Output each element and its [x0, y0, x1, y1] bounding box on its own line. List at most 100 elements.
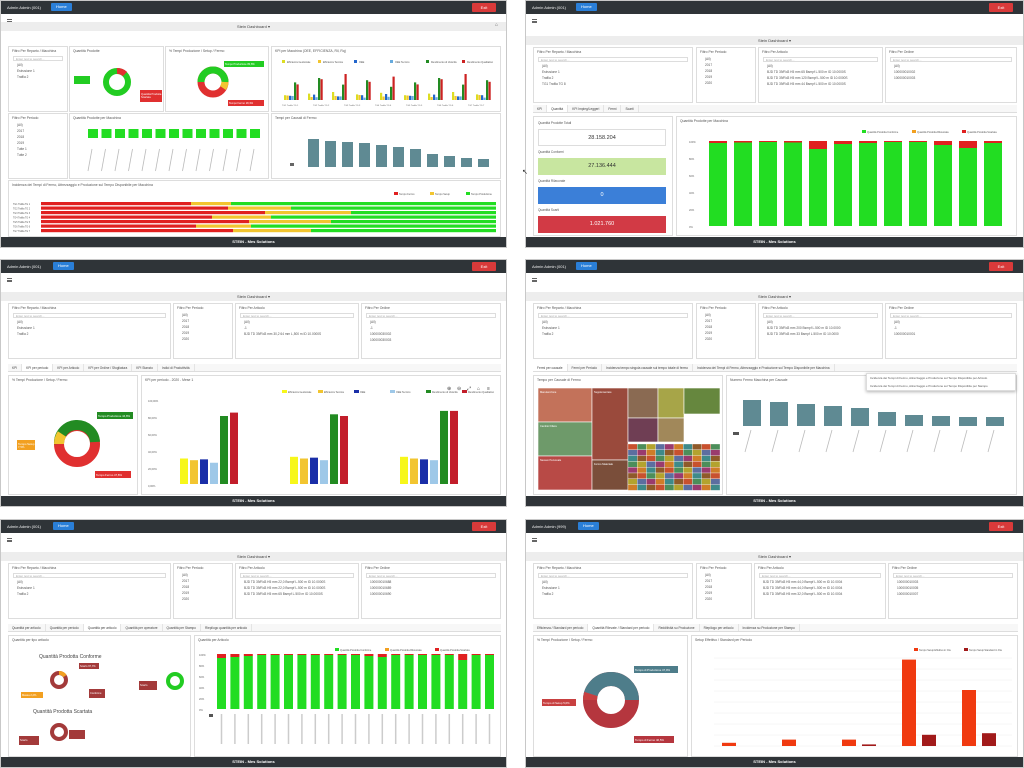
search-input[interactable]: Enter text to search... [763, 57, 878, 62]
menu-icon[interactable] [532, 278, 537, 282]
tab-efficienza[interactable]: Efficienza / Standard per periodo [533, 624, 589, 631]
year-item[interactable]: 2019 [182, 591, 190, 595]
search-input[interactable]: Enter text to search... [366, 573, 496, 578]
tab-quantita[interactable]: Quantità [547, 105, 569, 112]
home-button[interactable]: Home [578, 522, 599, 530]
year-item[interactable]: 2018 [705, 325, 713, 329]
search-input[interactable]: Enter text to search... [13, 573, 166, 578]
year-item[interactable]: 2019 [17, 141, 25, 145]
tab-kpi-stanzio[interactable]: KPI Stanzio [132, 364, 158, 371]
tab-kpi-periodo[interactable]: KPI per periodo [22, 364, 54, 371]
tab-fermi[interactable]: Fermi [604, 105, 622, 112]
year-item[interactable]: 2017 [705, 579, 713, 583]
tree-item-trafila[interactable]: Trafila 2 [17, 75, 29, 79]
dashboard-title[interactable]: Stein Dashboard ▾ [1, 22, 506, 31]
home-button[interactable]: Home [576, 3, 597, 11]
year-item[interactable]: 2020 [705, 337, 713, 341]
filter-all[interactable]: (All) [17, 580, 23, 584]
year-item[interactable]: 2017 [17, 129, 25, 133]
search-input[interactable]: Enter text to search... [13, 56, 63, 61]
filter-all[interactable]: (All) [542, 64, 548, 68]
search-input[interactable]: Enter text to search... [366, 313, 496, 318]
exit-button[interactable]: Exit [989, 262, 1013, 271]
year-item[interactable]: 2019 [705, 331, 713, 335]
tab-riepilogo[interactable]: Riepilogo quantità per articolo [201, 624, 253, 631]
filter-all[interactable]: (All) [17, 63, 23, 67]
year-item[interactable]: 2019 [705, 75, 713, 79]
filter-all[interactable]: (All) [767, 320, 773, 324]
order-item[interactable]: 100000010690 [370, 592, 392, 596]
order-item[interactable]: 100000010005 [897, 586, 919, 590]
filter-all[interactable]: (All) [182, 573, 188, 577]
year-item[interactable]: 2017 [182, 319, 190, 323]
order-item[interactable]: 100000030003 [370, 338, 392, 342]
tab-incidenza-causale[interactable]: Incidenza tempo singola causale sul temp… [602, 364, 694, 371]
tree-item-estrusione[interactable]: Estrusione 1 [542, 70, 560, 74]
tree-item-trafila[interactable]: Trafila 2 [17, 332, 29, 336]
search-input[interactable]: Enter text to search... [538, 313, 688, 318]
tab-qty-tipo[interactable]: Quantità per articolo [8, 624, 46, 631]
tree-item-estrusione[interactable]: Estrusione 1 [17, 586, 35, 590]
tab-redditivita[interactable]: Redditività su Produzione [654, 624, 700, 631]
order-item[interactable]: 100000010007 [897, 592, 919, 596]
tab-riepilogo[interactable]: Riepilogo per articolo [700, 624, 739, 631]
tab-qty-stampo[interactable]: Quantità per Stampo [163, 624, 201, 631]
dashboard-title[interactable]: Stein Dashboard ▾ [526, 552, 1023, 561]
year-item[interactable]: 2017 [705, 63, 713, 67]
year-item[interactable]: 2019 [182, 331, 190, 335]
article-item[interactable]: -1 [244, 326, 247, 330]
year-item[interactable]: 2018 [17, 135, 25, 139]
home-button[interactable]: Home [53, 262, 74, 270]
article-item[interactable]: BJD TD 39/Rd3 H5 mm 32,0 Bsmpf L.500 m I… [763, 592, 843, 596]
tab-quantita-rilevate[interactable]: Quantità Rilevate / Standard per periodo [588, 624, 655, 631]
filter-all[interactable]: (All) [894, 320, 900, 324]
order-item[interactable]: 100000010001 [894, 332, 916, 336]
tab-incidenza[interactable]: Incidenza su Produzione per Stampo [739, 624, 800, 631]
tab-kpi[interactable]: KPI [8, 364, 23, 371]
search-input[interactable]: Enter text to search... [538, 573, 688, 578]
year-item[interactable]: 2020 [182, 597, 190, 601]
tab-qty-periodo[interactable]: Quantità per periodo [46, 624, 84, 631]
tab-incidenza-macchina[interactable]: Incidenza dei Tempi di Fermo, Attrezzagg… [693, 364, 835, 371]
tab-kpi[interactable]: KPI [533, 105, 548, 112]
order-item[interactable]: 100000010002 [894, 70, 916, 74]
tree-item-estrusione[interactable]: Estrusione 1 [17, 326, 35, 330]
search-input[interactable]: Enter text to search... [13, 313, 166, 318]
tab-fermi-periodo[interactable]: Fermi per Periodo [568, 364, 603, 371]
order-item[interactable]: 100000010688 [370, 580, 392, 584]
filter-all[interactable]: (All) [542, 580, 548, 584]
search-input[interactable]: Enter text to search... [759, 573, 881, 578]
search-input[interactable]: Enter text to search... [240, 313, 354, 318]
dashboard-title[interactable]: Stein Dashboard ▾ [1, 552, 506, 561]
tree-item-trafila[interactable]: Trafila 2 [542, 332, 554, 336]
menu-icon[interactable] [7, 278, 12, 282]
home-button[interactable]: Home [576, 262, 597, 270]
year-item[interactable]: 2018 [705, 69, 713, 73]
home-button[interactable]: Home [53, 522, 74, 530]
tree-item-tg1[interactable]: TG1 Trafila TG 8 [542, 82, 566, 86]
filter-all[interactable]: (All) [17, 123, 23, 127]
tab-scarti[interactable]: Scarti [621, 105, 639, 112]
home-button[interactable]: Home [51, 3, 72, 11]
tab-qty-operatore[interactable]: Quantità per operatore [121, 624, 163, 631]
article-item[interactable]: BJD TD 39/Rd3 H5 mm 22,0 Bsmpf L.500 m I… [244, 580, 326, 584]
menu-icon[interactable] [7, 538, 12, 542]
exit-button[interactable]: Exit [472, 3, 496, 12]
dashboard-title[interactable]: Stein Dashboard ▾ [1, 292, 506, 301]
order-item[interactable]: 100000010003 [897, 580, 919, 584]
order-item[interactable]: -1 [370, 326, 373, 330]
article-item[interactable]: BJD TD 39/Rd3 H5 mm 44,0 Bsmpf L.500 m I… [763, 586, 843, 590]
filter-all[interactable]: (All) [705, 573, 711, 577]
tree-item-trafila[interactable]: Trafila 2 [542, 592, 554, 596]
menu-item-mold[interactable]: Incidenza dei Tempi di Fermo, Attrezzagg… [870, 384, 988, 388]
dashboard-title[interactable]: Stein Dashboard ▾ [526, 292, 1023, 301]
year-item[interactable]: Tutte 1 [17, 147, 27, 151]
filter-all[interactable]: (All) [182, 313, 188, 317]
article-item[interactable]: BJD TD 39/Rd3 H5 mm 65 Bsmpf L.500 m ID … [767, 70, 846, 74]
article-item[interactable]: BJD TD 39/Rd3 mm 33 Bsmpf L.500 m ID 10.… [767, 332, 839, 336]
tab-indici[interactable]: Indici di Produttività [158, 364, 195, 371]
tab-fermi-causale[interactable]: Fermi per causale [533, 364, 568, 371]
tree-item-trafila[interactable]: Trafila 2 [542, 76, 554, 80]
filter-all[interactable]: (All) [767, 64, 773, 68]
tree-item-trafila[interactable]: Trafila 2 [17, 592, 29, 596]
